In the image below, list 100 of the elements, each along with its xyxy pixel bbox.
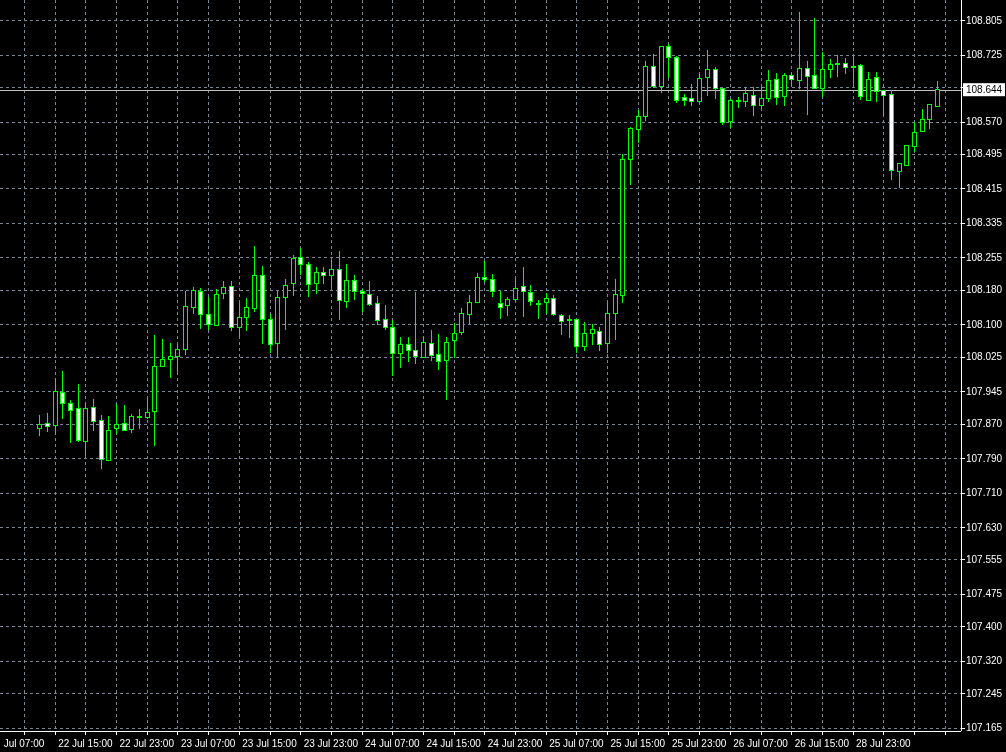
candlestick xyxy=(490,273,495,298)
candlestick xyxy=(160,338,165,368)
candlestick xyxy=(874,71,879,103)
candlestick xyxy=(590,323,595,346)
candlestick xyxy=(398,336,403,369)
candlestick xyxy=(782,72,787,107)
candlestick xyxy=(221,280,226,300)
x-tick-label: 24 Jul 23:00 xyxy=(487,737,543,749)
candlestick xyxy=(697,73,702,103)
y-tick-label: 108.570 xyxy=(966,116,1003,128)
x-tick-label: 22 Jul 23:00 xyxy=(119,737,175,749)
candlestick xyxy=(613,278,618,341)
candlestick xyxy=(528,284,533,307)
candlestick xyxy=(122,404,127,432)
candlestick xyxy=(935,80,940,108)
candlestick xyxy=(352,274,357,301)
candlestick xyxy=(283,278,288,331)
candlestick xyxy=(45,412,50,433)
candlestick xyxy=(467,294,472,325)
candlestick xyxy=(175,343,180,373)
candlestick xyxy=(651,53,656,89)
x-tick-label: 26 Jul 07:00 xyxy=(733,737,789,749)
y-tick-label: 107.165 xyxy=(966,722,1003,734)
y-tick-label: 108.495 xyxy=(966,148,1003,160)
y-tick-label: 107.475 xyxy=(966,588,1003,600)
candlestick xyxy=(482,260,487,283)
candlestick xyxy=(544,292,549,315)
candlestick xyxy=(413,291,418,365)
candlestick xyxy=(68,399,73,444)
x-tick-label: 24 Jul 15:00 xyxy=(426,737,482,749)
y-tick-label: 107.945 xyxy=(966,385,1003,397)
y-tick-label: 108.725 xyxy=(966,49,1003,61)
candlestick xyxy=(314,266,319,295)
candlestick xyxy=(636,109,641,144)
candlestick xyxy=(920,108,925,133)
y-tick-label: 107.710 xyxy=(966,487,1003,499)
candlestick xyxy=(705,49,710,97)
y-tick-label: 108.805 xyxy=(966,14,1003,26)
candlestick xyxy=(329,259,334,289)
x-tick-label: 22 Jul 15:00 xyxy=(58,737,114,749)
y-tick-label: 107.320 xyxy=(966,655,1003,667)
x-tick-label: 23 Jul 15:00 xyxy=(242,737,298,749)
y-tick-label: 107.400 xyxy=(966,620,1003,632)
candlestick xyxy=(375,295,380,326)
candlestick xyxy=(559,313,564,336)
candlestick xyxy=(759,86,764,110)
candlestick xyxy=(835,54,840,78)
candlestick xyxy=(866,71,871,101)
candlestick xyxy=(551,294,556,317)
candlestick xyxy=(459,307,464,336)
candlestick xyxy=(444,336,449,401)
candlestick xyxy=(429,329,434,362)
candlestick xyxy=(168,342,173,379)
candlestick xyxy=(344,263,349,309)
y-tick-label: 108.335 xyxy=(966,217,1003,229)
x-tick-label: 25 Jul 07:00 xyxy=(549,737,605,749)
candlestick xyxy=(897,162,902,189)
candlestick xyxy=(60,370,65,420)
x-tick-label: 23 Jul 23:00 xyxy=(303,737,359,749)
candlestick xyxy=(797,11,802,90)
candlestick xyxy=(766,69,771,103)
candlestick xyxy=(597,326,602,352)
candlestick xyxy=(805,60,810,116)
x-tick-label: Jul 07:00 xyxy=(3,737,45,749)
candlestick xyxy=(820,51,825,98)
candlestick xyxy=(912,121,917,153)
candlestick xyxy=(360,288,365,313)
candlestick xyxy=(774,72,779,106)
candlestick xyxy=(91,398,96,432)
y-tick-label: 107.555 xyxy=(966,553,1003,565)
candlestick xyxy=(298,247,303,276)
candlestick xyxy=(828,58,833,79)
candlestick xyxy=(37,414,42,437)
x-tick-label: 25 Jul 23:00 xyxy=(671,737,727,749)
candlestick xyxy=(521,266,526,318)
y-tick-label: 108.025 xyxy=(966,351,1003,363)
candlestick xyxy=(367,280,372,307)
candlestick xyxy=(436,333,441,371)
candlestick xyxy=(383,304,388,331)
candlestick xyxy=(567,314,572,339)
candlestick xyxy=(129,413,134,434)
y-tick-label: 107.870 xyxy=(966,418,1003,430)
x-tick-label: 23 Jul 07:00 xyxy=(180,737,236,749)
candlestick xyxy=(191,286,196,315)
candlestick xyxy=(237,302,242,338)
candlestick xyxy=(713,66,718,100)
y-tick-label: 107.630 xyxy=(966,521,1003,533)
x-tick-label: 28 Jul 23:00 xyxy=(856,737,911,749)
candlestick xyxy=(452,322,457,359)
candlestick xyxy=(751,86,756,117)
candlestick xyxy=(137,408,142,430)
candlestick xyxy=(743,86,748,108)
candlestick xyxy=(145,398,150,420)
candlestick xyxy=(728,98,733,129)
candlestick xyxy=(198,287,203,330)
candlestick xyxy=(206,296,211,331)
x-tick-label: 24 Jul 07:00 xyxy=(365,737,420,749)
candlestick xyxy=(513,278,518,303)
candlestick xyxy=(244,297,249,332)
y-tick-label: 108.255 xyxy=(966,251,1003,263)
